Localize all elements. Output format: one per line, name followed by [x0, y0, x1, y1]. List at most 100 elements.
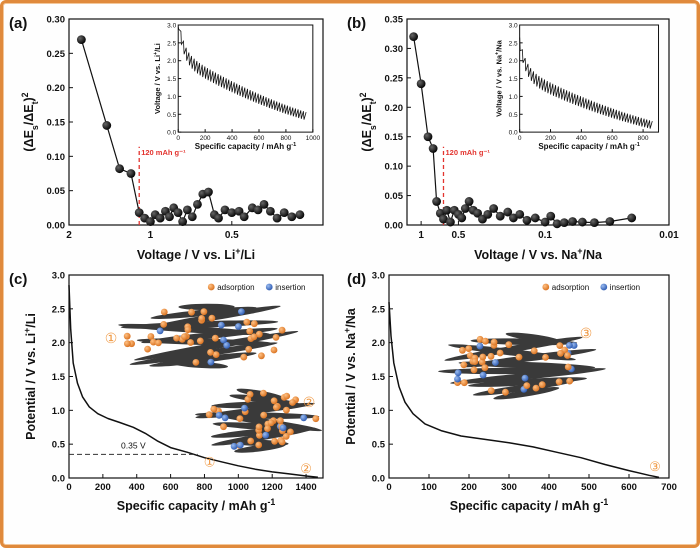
- legend-marker-insertion: [265, 283, 273, 291]
- adsorption-ion: [173, 334, 181, 342]
- data-point: [259, 200, 269, 209]
- threshold-annotation: 120 mAh g⁻¹: [445, 148, 490, 157]
- data-point: [503, 207, 513, 217]
- data-point: [204, 187, 213, 197]
- inset-y-tick-label: 1.0: [167, 94, 176, 101]
- adsorption-ion: [566, 377, 573, 385]
- adsorption-ion: [150, 338, 157, 346]
- x-tick-label: 0.5: [225, 230, 239, 241]
- data-point: [126, 169, 136, 178]
- data-point: [220, 205, 230, 215]
- inset-y-tick-label: 1.5: [167, 76, 176, 83]
- adsorption-ion: [505, 341, 513, 349]
- graphene-sheet: [444, 336, 583, 361]
- inset-y-tick-label: 2.0: [167, 58, 176, 65]
- adsorption-ion: [530, 347, 538, 355]
- y-tick-label: 0.0: [52, 474, 65, 485]
- data-point: [559, 218, 569, 228]
- adsorption-ion: [556, 342, 564, 349]
- adsorption-ion: [181, 333, 188, 340]
- y-tick-label: 2.0: [52, 338, 65, 349]
- insertion-ion: [238, 308, 245, 315]
- data-point: [522, 215, 532, 225]
- y-axis-label: (ΔEs/ΔEt)2: [20, 92, 40, 151]
- y-tick-label: 1.0: [52, 406, 65, 417]
- inset-x-tick-label: 400: [576, 135, 587, 142]
- adsorption-ion: [272, 334, 280, 341]
- data-point: [515, 210, 525, 219]
- adsorption-ion: [490, 338, 498, 346]
- legend-marker-insertion: [600, 283, 608, 291]
- data-point: [193, 200, 202, 209]
- x-tick-label: 1400: [295, 482, 316, 493]
- adsorption-ion: [283, 406, 290, 414]
- data-point: [446, 217, 455, 227]
- adsorption-ion: [250, 320, 258, 328]
- inset-x-tick-label: 800: [280, 135, 291, 142]
- y-tick-label: 3.0: [372, 271, 385, 282]
- adsorption-ion: [240, 353, 248, 361]
- data-point: [279, 208, 289, 218]
- adsorption-ion: [476, 335, 484, 343]
- data-point: [473, 208, 483, 218]
- x-tick-label: 400: [129, 482, 145, 493]
- data-point: [165, 212, 174, 222]
- data-point: [253, 205, 263, 215]
- adsorption-ion: [187, 339, 195, 346]
- adsorption-ion: [246, 391, 254, 398]
- panel-label-d: (d): [347, 271, 366, 288]
- inset-x-axis-label: Specific capacity / mAh g-1: [195, 142, 296, 151]
- data-point: [439, 214, 448, 224]
- y-tick-label: 2.0: [372, 338, 385, 349]
- inset-x-tick-label: 200: [545, 135, 556, 142]
- data-point: [432, 197, 442, 206]
- inset-y-tick-label: 1.5: [509, 76, 518, 83]
- legend-label-adsorption: adsorption: [552, 283, 589, 292]
- adsorption-ion: [236, 415, 244, 422]
- y-tick-label: 1.5: [372, 372, 386, 383]
- y-axis-label: (ΔEs/ΔEt)2: [358, 92, 378, 151]
- insertion-ion: [221, 414, 229, 422]
- graphene-sheet: [493, 387, 560, 400]
- data-point: [214, 213, 223, 223]
- x-axis-label: Voltage / V vs. Li+/Li: [137, 246, 255, 262]
- data-point: [457, 213, 467, 223]
- y-tick-label: 1.0: [372, 406, 385, 417]
- data-point: [115, 164, 124, 174]
- adsorption-ion: [124, 340, 131, 348]
- insertion-ion: [566, 342, 573, 349]
- chart-a: 0.00 0.05 0.10 0.15 0.20 0.25 0.30 2 1 0.5 120 mAh…: [20, 15, 324, 262]
- inset-y-tick-label: 0.0: [167, 130, 176, 137]
- circled-mark-3: ③: [580, 325, 593, 341]
- adsorption-ion: [459, 346, 466, 354]
- adsorption-ion: [211, 334, 219, 342]
- y-tick-label: 0.25: [47, 49, 66, 60]
- y-tick-label: 0.30: [47, 15, 66, 26]
- graphene-sheet: [134, 331, 299, 361]
- insertion-ion: [479, 371, 487, 379]
- adsorption-ion: [270, 397, 278, 405]
- adsorption-ion: [250, 333, 258, 341]
- y-tick-label: 0.30: [385, 44, 404, 55]
- data-point: [495, 211, 505, 221]
- x-tick-label: 100: [421, 482, 437, 493]
- panel-label-c: (c): [9, 271, 27, 288]
- data-point: [589, 218, 599, 228]
- adsorption-ion: [479, 353, 487, 361]
- y-tick-label: 0.15: [47, 118, 66, 129]
- inset-x-tick-label: 0: [176, 135, 180, 142]
- data-point: [489, 204, 499, 213]
- x-axis-label: Specific capacity / mAh g-1: [450, 497, 609, 513]
- adsorption-ion: [478, 358, 486, 366]
- x-tick-label: 800: [197, 482, 213, 493]
- adsorption-ion: [205, 411, 213, 419]
- adsorption-ion: [155, 339, 162, 347]
- y-tick-label: 0.35: [385, 15, 404, 26]
- adsorption-ion: [289, 399, 296, 406]
- x-tick-label: 600: [621, 482, 637, 493]
- y-tick-label: 0.10: [385, 162, 404, 173]
- inset-x-axis-label: Specific capacity / mAh g-1: [538, 142, 639, 151]
- legend-marker-adsorption: [207, 283, 215, 291]
- insertion-ion: [241, 404, 248, 412]
